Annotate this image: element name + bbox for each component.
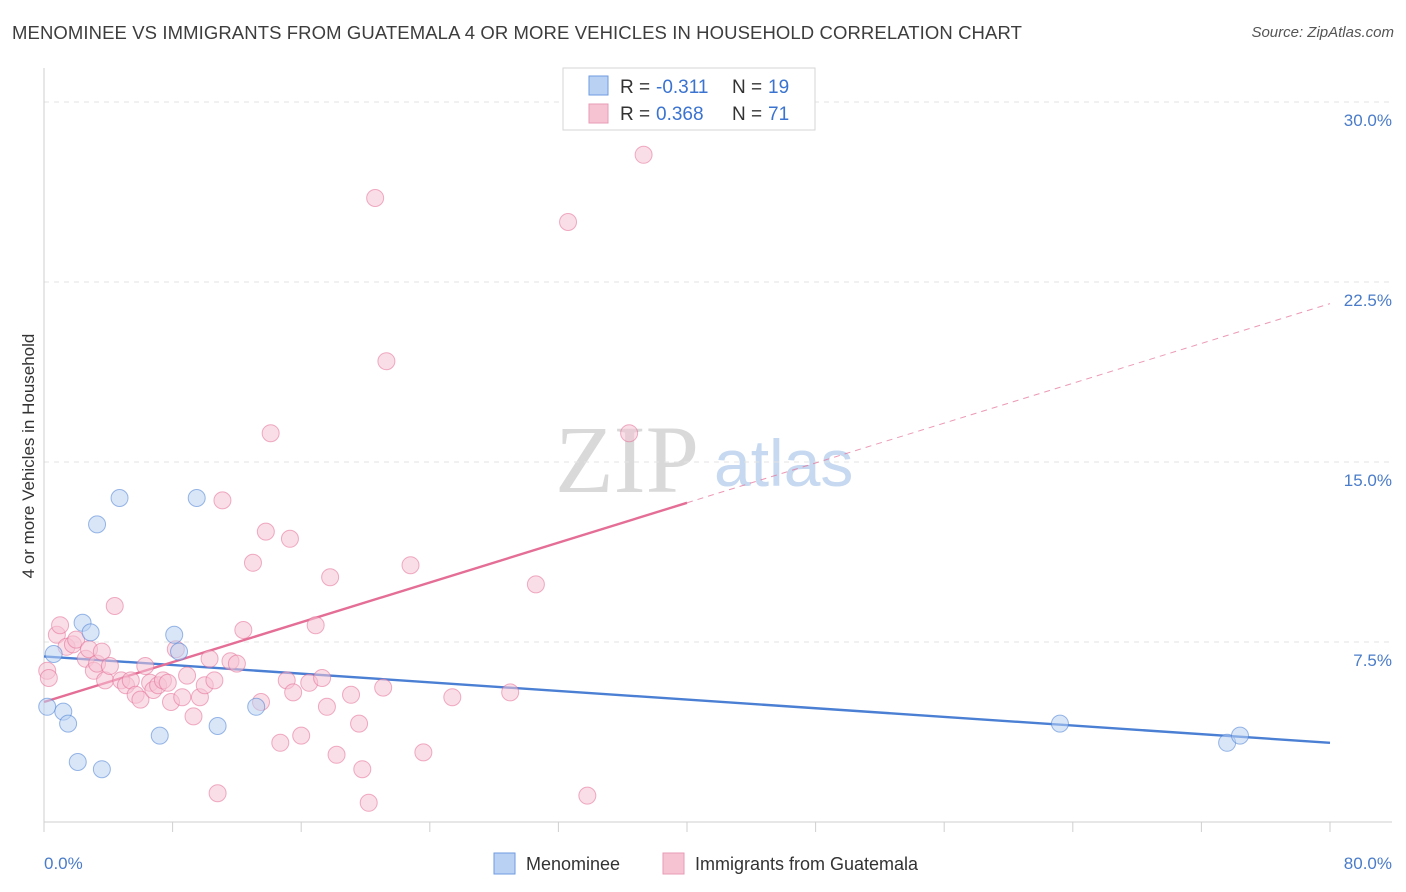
point-guatemala [227, 654, 246, 673]
point-guatemala [292, 726, 311, 745]
point-menominee [81, 623, 100, 642]
source-credit: Source: ZipAtlas.com [1251, 24, 1394, 41]
point-guatemala [359, 793, 378, 812]
point-menominee [165, 625, 184, 644]
point-guatemala [67, 630, 86, 649]
point-guatemala [208, 784, 227, 803]
point-menominee [44, 645, 63, 663]
point-guatemala [213, 491, 232, 510]
legend-swatch-menominee [493, 852, 516, 875]
point-menominee [68, 753, 87, 771]
legend-swatch-guatemala [662, 852, 685, 875]
point-guatemala [39, 669, 58, 687]
stats-r-value-1: -0.311 [656, 77, 708, 98]
point-guatemala [443, 688, 462, 707]
watermark-zip: ZIP [555, 406, 699, 513]
point-menominee [1050, 714, 1069, 733]
y-tick-label: 22.5% [1344, 291, 1392, 310]
point-guatemala [271, 733, 290, 752]
point-guatemala [158, 673, 177, 692]
point-guatemala [136, 657, 155, 675]
stats-r-value-2: 0.368 [656, 104, 704, 125]
stats-swatch-guatemala [588, 103, 609, 124]
point-guatemala [306, 616, 325, 635]
point-guatemala [578, 786, 597, 805]
point-guatemala [178, 666, 197, 685]
stats-box: R = -0.311 N = 19 R = 0.368 N = 71 [562, 67, 816, 131]
y-tick-labels: 7.5% 15.0% 22.5% 30.0% [1344, 111, 1392, 670]
point-guatemala [327, 745, 346, 764]
point-guatemala [184, 707, 203, 726]
stats-n-label-1: N = [732, 77, 762, 98]
point-menominee [247, 697, 266, 716]
point-guatemala [173, 688, 192, 707]
point-guatemala [634, 145, 653, 164]
point-menominee [170, 642, 189, 661]
point-guatemala [100, 657, 119, 675]
point-guatemala [342, 685, 361, 704]
stats-swatch-menominee [588, 75, 609, 96]
trend-line-guatemala-extension [686, 303, 1331, 504]
data-points [38, 145, 1249, 812]
watermark-atlas: atlas [714, 426, 853, 500]
chart-title: MENOMINEE VS IMMIGRANTS FROM GUATEMALA 4… [12, 22, 1022, 43]
point-guatemala [313, 669, 332, 687]
y-tick-label: 30.0% [1344, 111, 1392, 130]
point-guatemala [350, 714, 369, 733]
point-menominee [59, 714, 78, 733]
y-tick-label: 15.0% [1344, 471, 1392, 490]
point-guatemala [234, 621, 253, 639]
trend-lines [43, 303, 1331, 744]
point-guatemala [280, 529, 299, 548]
point-guatemala [526, 575, 545, 594]
point-guatemala [414, 743, 433, 762]
point-menominee [110, 489, 129, 507]
stats-n-value-2: 71 [768, 104, 789, 125]
point-guatemala [374, 678, 393, 697]
y-tick-label: 7.5% [1353, 651, 1392, 670]
point-menominee [150, 726, 169, 745]
stats-r-label-1: R = [620, 77, 650, 98]
point-menominee [1230, 726, 1249, 745]
point-guatemala [620, 424, 639, 443]
axes [43, 68, 1392, 832]
point-guatemala [131, 690, 150, 709]
point-guatemala [92, 642, 111, 661]
x-tick-min: 0.0% [44, 854, 83, 873]
point-guatemala [105, 597, 124, 615]
point-guatemala [501, 683, 520, 702]
y-axis-label: 4 or more Vehicles in Household [19, 334, 38, 579]
point-menominee [208, 717, 227, 735]
legend-label-guatemala: Immigrants from Guatemala [695, 854, 919, 874]
point-guatemala [243, 553, 262, 572]
point-menominee [38, 697, 57, 716]
point-guatemala [321, 568, 340, 587]
stats-n-label-2: N = [732, 104, 762, 125]
gridlines [44, 101, 1392, 643]
point-guatemala [205, 671, 224, 690]
legend-label-menominee: Menominee [526, 854, 620, 874]
x-tick-max: 80.0% [1344, 854, 1392, 873]
point-guatemala [51, 616, 70, 635]
point-guatemala [261, 424, 280, 443]
point-guatemala [284, 683, 303, 702]
point-guatemala [317, 697, 336, 716]
point-menominee [88, 515, 107, 534]
point-menominee [187, 489, 206, 507]
point-menominee [92, 760, 111, 779]
point-guatemala [256, 522, 275, 541]
stats-n-value-1: 19 [768, 77, 789, 98]
legend: Menominee Immigrants from Guatemala [493, 852, 919, 875]
point-guatemala [353, 760, 372, 779]
point-guatemala [401, 556, 420, 575]
trend-line-menominee [43, 655, 1331, 744]
point-guatemala [200, 649, 219, 668]
point-guatemala [377, 352, 396, 371]
stats-r-label-2: R = [620, 104, 650, 125]
point-guatemala [366, 189, 385, 207]
point-guatemala [559, 213, 578, 231]
